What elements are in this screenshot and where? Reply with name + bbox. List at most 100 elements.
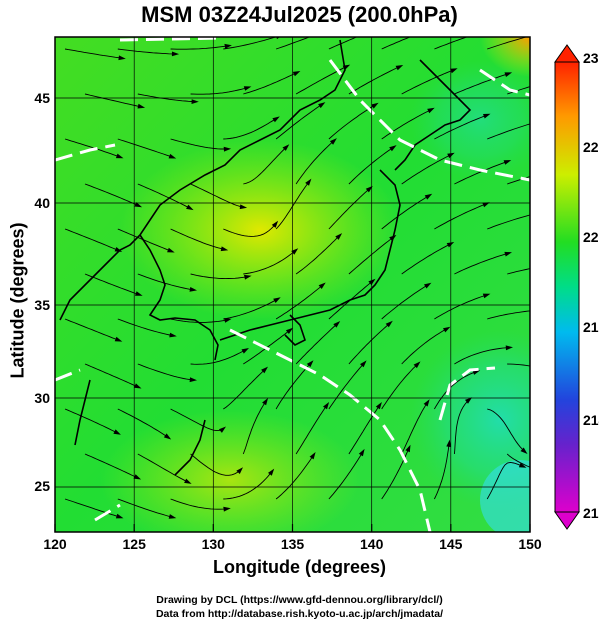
- colorbar-tick-label: 214: [583, 412, 599, 428]
- streamline-arrowhead: [291, 248, 299, 255]
- streamline-arrowhead: [184, 478, 192, 484]
- streamline: [454, 73, 509, 95]
- streamline: [381, 363, 418, 410]
- streamline-arrowhead: [424, 193, 433, 200]
- streamline: [381, 195, 429, 230]
- streamline: [84, 183, 139, 207]
- streamline: [170, 228, 225, 250]
- streamline-arrowhead: [239, 204, 248, 210]
- streamline: [137, 453, 189, 483]
- streamline: [507, 268, 530, 275]
- y-tick-label: 45: [34, 90, 50, 106]
- streamline-arrowhead: [385, 320, 393, 328]
- streamline-arrowhead: [189, 287, 197, 292]
- streamline-arrowhead: [220, 246, 229, 252]
- streamline-arrowhead: [115, 153, 124, 159]
- streamline-arrowhead: [292, 71, 301, 77]
- colorbar-labels: 230 226 222 218 214 210: [583, 50, 599, 521]
- streamline: [242, 400, 267, 455]
- streamline-arrowhead: [389, 145, 397, 152]
- streamline: [454, 347, 510, 365]
- streamline-arrowhead: [375, 402, 382, 410]
- streamline-arrowhead: [133, 474, 142, 480]
- streamline: [117, 408, 169, 438]
- streamline-arrowhead: [443, 326, 451, 333]
- streamline: [295, 235, 340, 275]
- streamline: [348, 236, 394, 275]
- streamline: [64, 138, 120, 158]
- streamline-arrowhead: [306, 360, 314, 368]
- colorbar-scale: [554, 61, 580, 513]
- streamline: [295, 405, 328, 455]
- streamline-arrowhead: [168, 153, 177, 159]
- cool-region-corner: [480, 460, 530, 532]
- x-tick-label: 140: [360, 536, 384, 552]
- grid-lines: [55, 37, 530, 532]
- streamline: [401, 154, 452, 185]
- streamline-arrowhead: [137, 103, 146, 109]
- streamline: [84, 453, 138, 479]
- streamline: [507, 363, 530, 367]
- streamline-arrowhead: [413, 361, 421, 369]
- streamline: [401, 69, 455, 95]
- streamline: [328, 188, 371, 230]
- streamline-arrowhead: [236, 467, 243, 474]
- streamline-arrowhead: [171, 51, 180, 57]
- streamline: [137, 93, 195, 103]
- streamline-arrowhead: [483, 113, 491, 119]
- streamline: [348, 66, 400, 95]
- streamline: [506, 453, 530, 468]
- x-ticks: [54, 524, 531, 532]
- streamline: [434, 203, 487, 230]
- streamline-arrowhead: [134, 202, 143, 208]
- x-tick-label: 150: [518, 536, 542, 552]
- streamline-arrowhead: [333, 321, 341, 328]
- streamline-arrowhead: [223, 146, 232, 152]
- streamline-arrowhead: [326, 28, 334, 33]
- streamline: [295, 140, 335, 185]
- streamline: [275, 181, 310, 230]
- streamline: [487, 37, 528, 50]
- streamline-arrowhead: [371, 102, 379, 109]
- streamline-arrowhead: [446, 439, 452, 448]
- streamline-arrowhead: [405, 444, 411, 453]
- cool-region-east: [410, 330, 530, 510]
- streamline: [223, 471, 273, 500]
- streamline-arrowhead: [285, 327, 294, 334]
- streamline-arrowhead: [224, 43, 232, 49]
- streamline: [433, 443, 450, 500]
- streamline-arrowhead: [485, 28, 493, 33]
- streamline-arrowhead: [134, 383, 142, 389]
- streamline-arrowhead: [503, 160, 512, 165]
- colorbar-tick-label: 230: [583, 50, 599, 66]
- streamline: [275, 103, 323, 140]
- streamline-arrowhead: [518, 462, 527, 468]
- streamline-arrowhead: [262, 397, 269, 406]
- streamline-arrowhead: [218, 426, 226, 433]
- y-tick-label: 40: [34, 195, 50, 211]
- x-tick-label: 145: [439, 536, 463, 552]
- streamline-arrowhead: [318, 102, 326, 109]
- streamline-arrowhead: [450, 68, 458, 74]
- streamline: [117, 498, 173, 518]
- streamline: [64, 318, 119, 341]
- streamline-arrowhead: [273, 297, 281, 303]
- streamline-arrowhead: [424, 282, 432, 289]
- streamline: [223, 223, 276, 237]
- streamline: [170, 45, 229, 50]
- streamline: [275, 455, 314, 500]
- streamline-arrowhead: [243, 86, 252, 91]
- streamline-arrowhead: [167, 247, 175, 253]
- streamline: [223, 369, 266, 410]
- streamline: [434, 294, 487, 320]
- streamline: [190, 273, 248, 280]
- streamline: [117, 318, 173, 337]
- y-tick-labels: 25 30 35 40 45: [34, 90, 50, 494]
- streamline: [190, 183, 244, 208]
- streamline: [223, 298, 278, 320]
- streamline: [243, 72, 297, 95]
- streamline-arrowhead: [272, 116, 280, 123]
- streamline: [434, 114, 487, 140]
- streamline: [64, 228, 119, 251]
